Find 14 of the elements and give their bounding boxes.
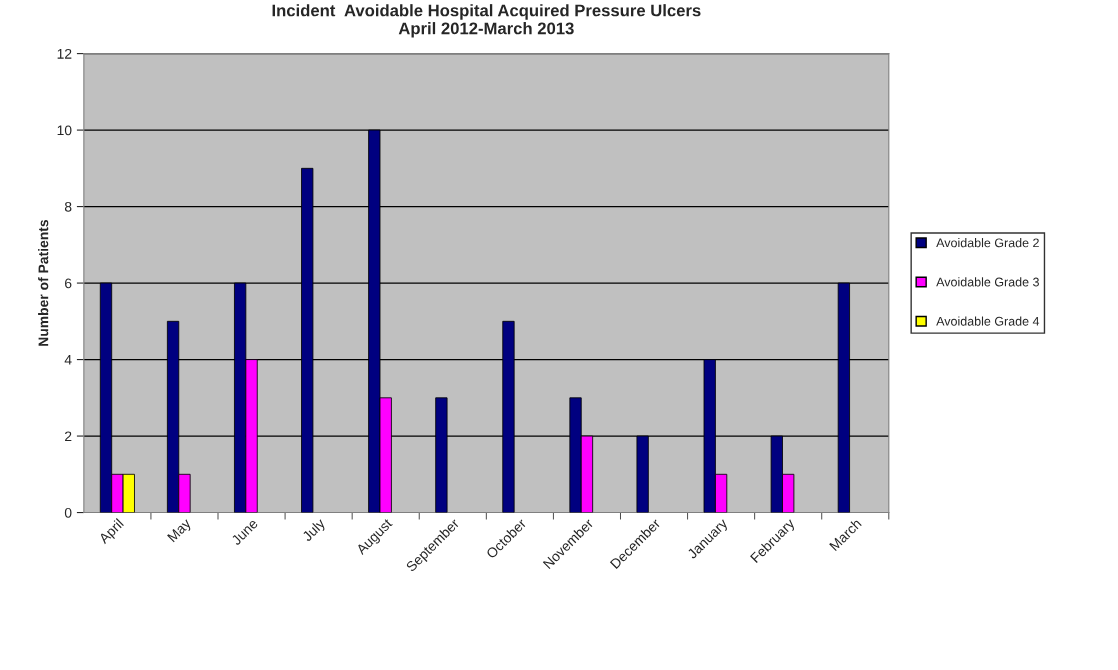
y-axis-title: Number of Patients bbox=[38, 219, 49, 346]
y-tick-label: 6 bbox=[65, 278, 72, 289]
chart-title: Incident Avoidable Hospital Acquired Pressure Ulcers April 2012-March 2013 bbox=[272, 4, 701, 38]
y-tick-label: 10 bbox=[57, 125, 72, 136]
y-tick-label: 0 bbox=[64, 507, 72, 518]
x-tick-label: July bbox=[301, 517, 328, 544]
y-tick-label: 4 bbox=[64, 355, 72, 365]
x-tick-label: May bbox=[167, 517, 194, 545]
y-tick-label: 8 bbox=[64, 201, 72, 212]
y-tick-label: 12 bbox=[57, 48, 72, 59]
legend-label: Avoidable Grade 3 bbox=[936, 277, 1039, 287]
y-tick-label: 2 bbox=[65, 431, 72, 442]
legend-label: Avoidable Grade 4 bbox=[936, 316, 1040, 326]
legend-label: Avoidable Grade 2 bbox=[936, 238, 1039, 248]
